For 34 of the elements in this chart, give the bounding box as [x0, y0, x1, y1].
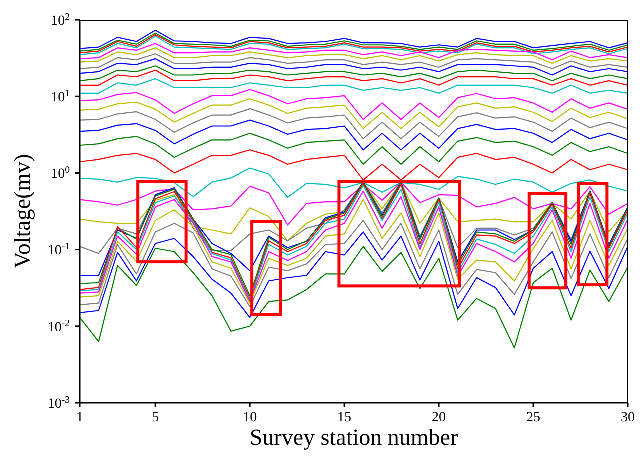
- line-series: [80, 89, 628, 120]
- y-tick-label: 10$^{2}$: [51, 11, 70, 29]
- x-tick-label: 25: [526, 410, 541, 426]
- line-series: [80, 232, 628, 318]
- line-series: [80, 98, 628, 130]
- x-tick-label: 10: [243, 410, 258, 426]
- line-series: [80, 43, 628, 61]
- x-tick-label: 30: [621, 410, 635, 426]
- line-series: [80, 150, 628, 181]
- line-series: [80, 132, 628, 166]
- line-series: [80, 220, 628, 308]
- line-series: [80, 53, 628, 70]
- y-tick-label: 10$^{1}$: [51, 88, 70, 106]
- x-axis-title: Survey station number: [250, 425, 458, 450]
- line-series: [80, 70, 628, 86]
- y-tick-label: 10$^{-1}$: [48, 241, 70, 259]
- y-tick-label: 10$^{-2}$: [48, 318, 70, 336]
- line-series: [80, 182, 628, 226]
- x-tick-label: 20: [432, 410, 446, 426]
- line-series: [80, 120, 628, 151]
- line-series: [80, 246, 628, 349]
- line-series: [80, 182, 628, 276]
- line-series: [80, 48, 628, 64]
- x-tick-label: 5: [152, 410, 160, 426]
- y-axis-title: Voltage(mv): [10, 154, 35, 269]
- x-tick-label: 1: [76, 410, 84, 426]
- line-series: [80, 108, 628, 140]
- line-series: [80, 78, 628, 94]
- line-series: [80, 58, 628, 76]
- x-tick-label: 15: [338, 410, 352, 426]
- line-series: [80, 66, 628, 82]
- line-series: [80, 168, 628, 198]
- y-tick-label: 10$^{-3}$: [48, 394, 70, 412]
- y-tick-label: 10$^{0}$: [51, 164, 70, 182]
